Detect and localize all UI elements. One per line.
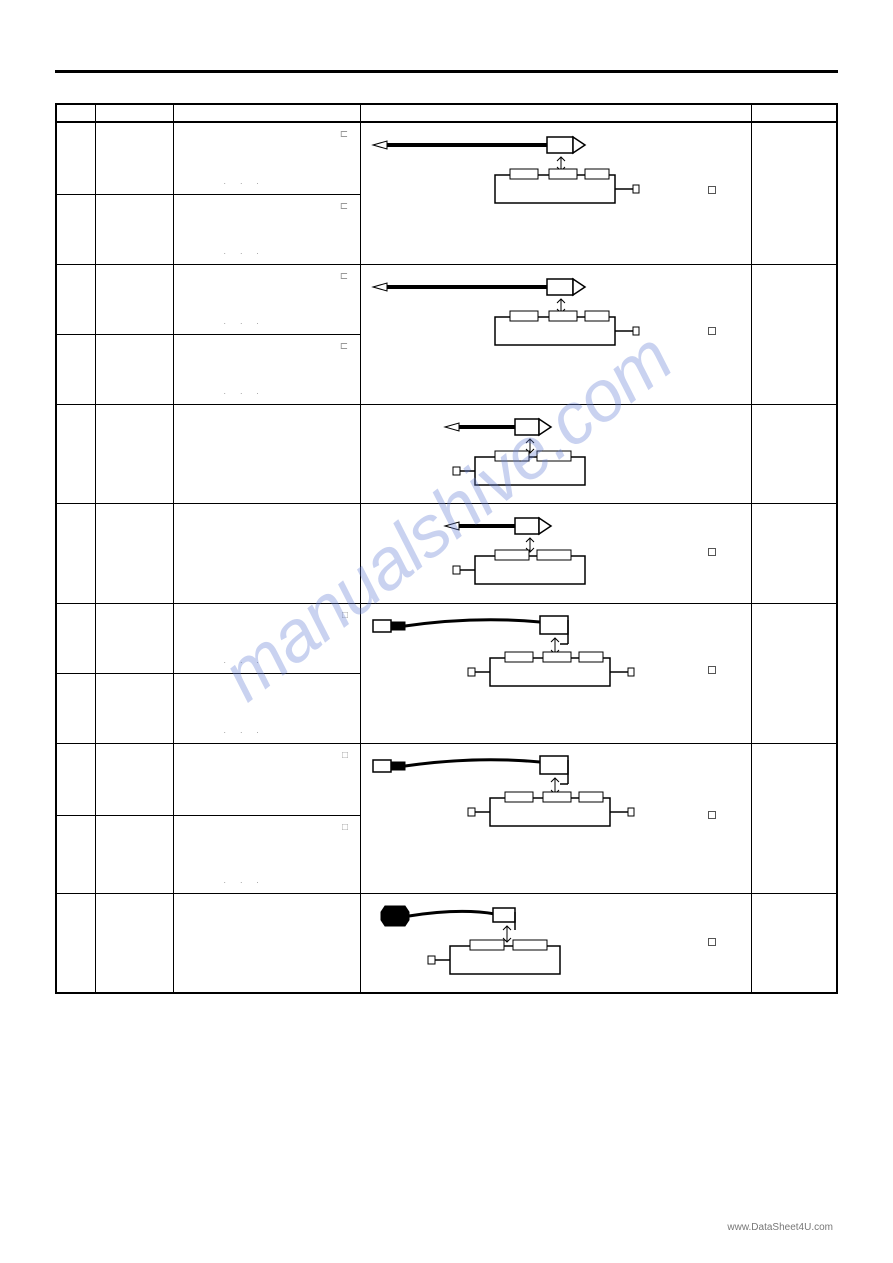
reference-square-icon [708,548,716,556]
cell-col3 [173,893,360,993]
marker-icon: □ [342,610,348,621]
short-cable-diagram [365,409,695,499]
dots-indicator: . . . [224,177,265,186]
marker-icon: ⊏ [340,341,348,352]
reference-square-icon [708,186,716,194]
cell-col1 [56,122,95,194]
page-container: ⊏ . . . ⊏ . . . ⊏ . . . [0,0,893,1034]
cell-col1 [56,893,95,993]
cell-col2 [95,404,173,503]
cell-col2 [95,194,173,264]
marker-icon: ⊏ [340,129,348,140]
connector-cable-diagram [365,748,695,838]
cell-diagram [361,743,752,893]
marker-icon: ⊏ [340,271,348,282]
cell-col1 [56,603,95,673]
cell-col2 [95,893,173,993]
cell-col5 [751,264,837,404]
header-col-5 [751,104,837,122]
cell-col1 [56,334,95,404]
cell-col3 [173,503,360,603]
marker-icon: ⊏ [340,201,348,212]
cell-col1 [56,264,95,334]
table-row: □ [56,743,837,815]
dots-indicator: . . . [224,876,265,885]
reference-square-icon [708,327,716,335]
cell-col3: ⊏ . . . [173,264,360,334]
cell-diagram [361,122,752,264]
table-row [56,503,837,603]
table-row: ⊏ . . . [56,122,837,194]
table-header-row [56,104,837,122]
cell-col1 [56,743,95,815]
dots-indicator: . . . [224,726,265,735]
reference-square-icon [708,666,716,674]
dots-indicator: . . . [224,656,265,665]
cell-col3: . . . [173,673,360,743]
cell-col3: ⊏ . . . [173,122,360,194]
dots-indicator: . . . [224,317,265,326]
table-body: ⊏ . . . ⊏ . . . ⊏ . . . [56,122,837,993]
table-row: ⊏ . . . [56,264,837,334]
cell-col5 [751,503,837,603]
connector-cable-diagram [365,608,695,698]
cell-col3: ⊏ . . . [173,194,360,264]
cell-diagram [361,603,752,743]
marker-icon: □ [342,750,348,761]
long-cable-diagram [365,127,695,217]
cell-col1 [56,503,95,603]
cell-col5 [751,893,837,993]
cell-col1 [56,815,95,893]
cell-col2 [95,334,173,404]
cell-col2 [95,815,173,893]
cell-col2 [95,743,173,815]
cell-diagram [361,503,752,603]
table-row [56,404,837,503]
cell-col5 [751,603,837,743]
cell-diagram [361,264,752,404]
header-col-4 [361,104,752,122]
table-row [56,893,837,993]
marker-icon: □ [342,822,348,833]
cell-col2 [95,264,173,334]
cell-col1 [56,194,95,264]
dots-indicator: . . . [224,387,265,396]
footer-text: www.DataSheet4U.com [727,1222,833,1233]
cell-col5 [751,404,837,503]
header-col-3 [173,104,360,122]
cell-diagram [361,404,752,503]
dots-indicator: . . . [224,247,265,256]
table-row: □ . . . [56,603,837,673]
cell-col1 [56,673,95,743]
cell-col5 [751,122,837,264]
solid-connector-diagram [365,898,695,988]
cell-col2 [95,503,173,603]
cell-col3: □ . . . [173,815,360,893]
header-rule [55,70,838,73]
cell-col2 [95,603,173,673]
cell-col3: ⊏ . . . [173,334,360,404]
cell-col1 [56,404,95,503]
cell-col2 [95,122,173,194]
cell-col3: □ . . . [173,603,360,673]
cell-col2 [95,673,173,743]
cell-col5 [751,743,837,893]
header-col-2 [95,104,173,122]
long-cable-diagram [365,269,695,359]
header-col-1 [56,104,95,122]
specification-table: ⊏ . . . ⊏ . . . ⊏ . . . [55,103,838,994]
cell-col3: □ [173,743,360,815]
cell-diagram [361,893,752,993]
reference-square-icon [708,938,716,946]
reference-square-icon [708,811,716,819]
cell-col3 [173,404,360,503]
short-cable-diagram [365,508,695,598]
